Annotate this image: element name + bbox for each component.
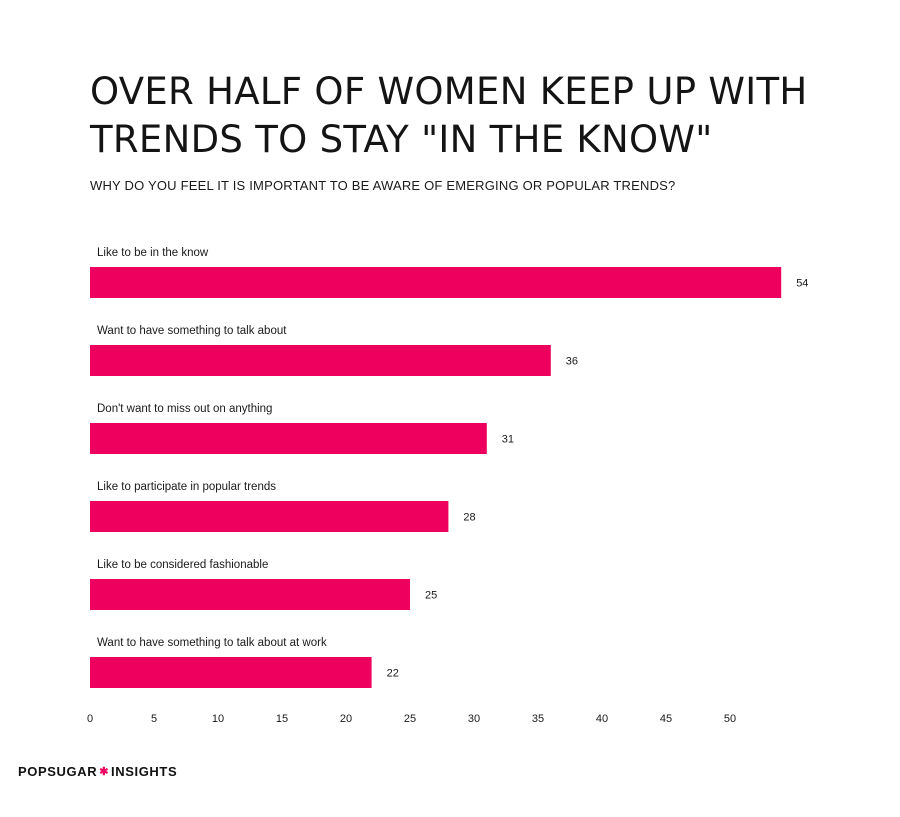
x-tick-label: 45 <box>660 713 672 725</box>
category-label: Like to be considered fashionable <box>97 559 268 571</box>
data-label: 28 <box>463 512 475 524</box>
data-label: 54 <box>796 278 808 290</box>
chart-title: OVER HALF OF WOMEN KEEP UP WITH TRENDS T… <box>90 68 870 164</box>
x-tick-label: 30 <box>468 713 480 725</box>
data-label: 31 <box>502 434 514 446</box>
x-tick-label: 20 <box>340 713 352 725</box>
data-label: 36 <box>566 356 578 368</box>
bar <box>90 501 449 532</box>
x-tick-label: 15 <box>276 713 288 725</box>
category-label: Want to have something to talk about at … <box>97 637 327 649</box>
data-label: 22 <box>387 668 399 680</box>
bar <box>90 267 782 298</box>
brand-star-icon: ✱ <box>99 766 110 778</box>
category-label: Like to participate in popular trends <box>97 481 276 493</box>
x-tick-label: 0 <box>87 713 93 725</box>
bar <box>90 657 372 688</box>
x-tick-label: 5 <box>151 713 157 725</box>
category-label: Like to be in the know <box>97 247 209 259</box>
x-tick-label: 10 <box>212 713 224 725</box>
bar <box>90 423 487 454</box>
chart-title-line-1: OVER HALF OF WOMEN KEEP UP WITH <box>90 70 808 113</box>
bar <box>90 579 410 610</box>
x-tick-label: 35 <box>532 713 544 725</box>
x-tick-label: 50 <box>724 713 736 725</box>
x-tick-label: 40 <box>596 713 608 725</box>
chart-title-line-2: TRENDS TO STAY "IN THE KNOW" <box>90 118 713 161</box>
bar <box>90 345 551 376</box>
brand-logo: POPSUGAR ✱ INSIGHTS <box>18 764 177 779</box>
x-tick-label: 25 <box>404 713 416 725</box>
bar-group: Like to be in the know 54 Want to have som… <box>90 247 808 688</box>
brand-left: POPSUGAR <box>18 764 98 779</box>
category-label: Want to have something to talk about <box>97 325 287 337</box>
data-label: 25 <box>425 590 437 602</box>
chart-subtitle: WHY DO YOU FEEL IT IS IMPORTANT TO BE AW… <box>90 178 676 193</box>
category-label: Don't want to miss out on anything <box>97 403 272 415</box>
brand-right: INSIGHTS <box>111 764 178 779</box>
x-axis: 0 5 10 15 20 25 30 35 40 45 50 <box>87 713 736 725</box>
